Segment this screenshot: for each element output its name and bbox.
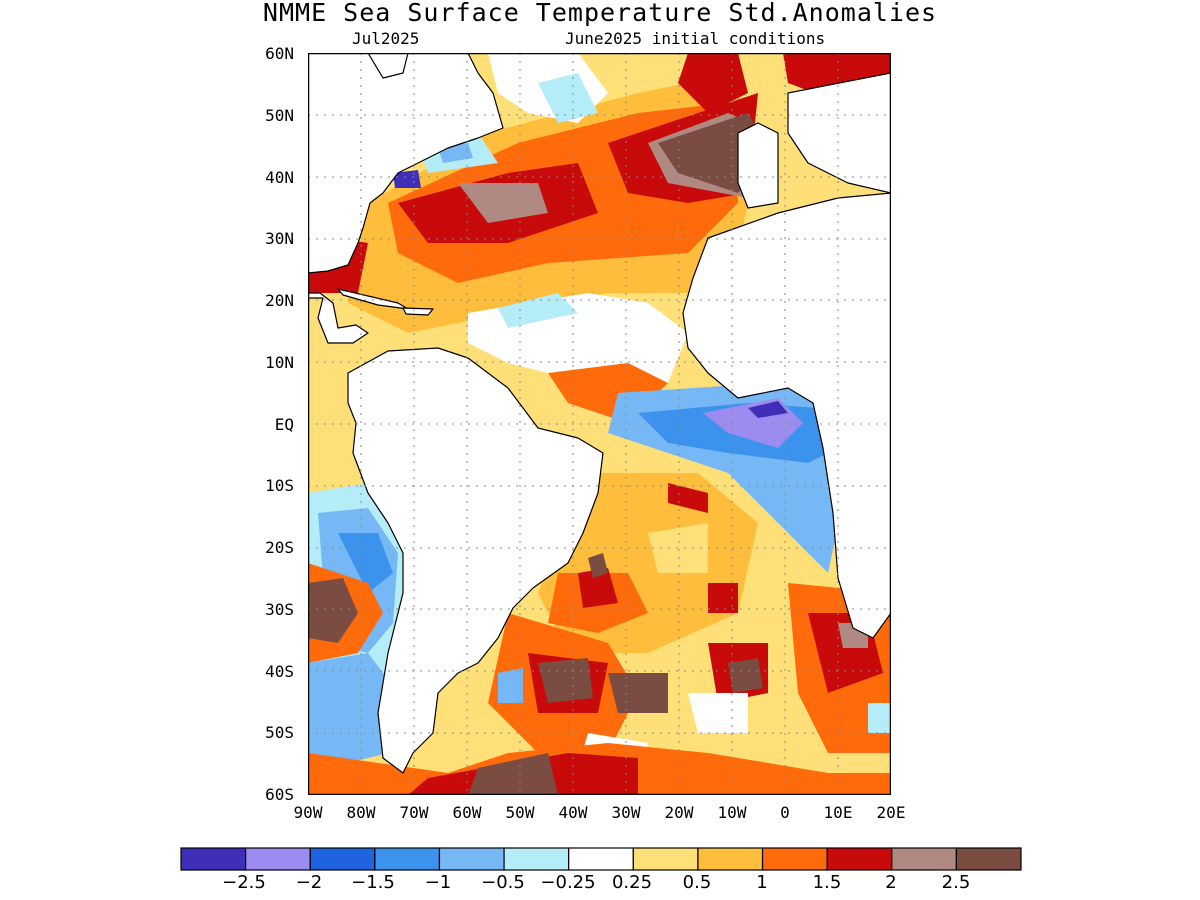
graticule xyxy=(308,53,891,795)
lon-label: 50W xyxy=(505,803,535,822)
colorbar-label: 1 xyxy=(756,872,768,893)
map-frame xyxy=(308,53,891,795)
colorbar-swatch xyxy=(245,847,311,871)
lon-label: 30W xyxy=(611,803,641,822)
colorbar-swatch xyxy=(374,847,441,871)
colorbar-swatch xyxy=(761,847,828,871)
lon-label: 10W xyxy=(717,803,747,822)
colorbar-label: −2.5 xyxy=(222,872,266,893)
colorbar-label: 2 xyxy=(885,872,897,893)
colorbar-swatch xyxy=(438,847,505,871)
lat-label: 10S xyxy=(265,476,294,495)
lat-label: 30N xyxy=(265,229,294,248)
colorbar-label: −0.5 xyxy=(481,872,525,893)
colorbar-swatch xyxy=(826,847,893,871)
europe xyxy=(787,72,891,194)
lon-label: 40W xyxy=(558,803,588,822)
south-america xyxy=(347,347,604,774)
colorbar-swatch xyxy=(503,847,570,871)
central-america xyxy=(308,292,369,344)
lat-label: 20S xyxy=(265,538,294,557)
colorbar-label: −1 xyxy=(424,872,452,893)
greenland xyxy=(367,53,409,79)
cuba xyxy=(337,288,409,310)
land-masses xyxy=(308,53,891,774)
anomaly-field xyxy=(308,53,891,795)
north-america xyxy=(308,53,504,274)
colorbar-label: −0.25 xyxy=(540,872,596,893)
colorbar-label: −1.5 xyxy=(351,872,395,893)
initial-conditions: June2025 initial conditions xyxy=(565,29,826,48)
colorbar-swatch xyxy=(309,847,376,871)
colorbar-label: 0.25 xyxy=(611,872,653,893)
forecast-month: Jul2025 xyxy=(352,29,420,48)
lon-label: 60W xyxy=(452,803,482,822)
colorbar-label: −2 xyxy=(295,872,323,893)
lon-label: 90W xyxy=(293,803,323,822)
map-title: NMME Sea Surface Temperature Std.Anomali… xyxy=(262,0,938,27)
colorbar-swatch xyxy=(955,847,1022,871)
africa xyxy=(682,192,891,639)
lat-label: 40S xyxy=(265,662,294,681)
lat-label: EQ xyxy=(274,415,294,434)
lat-label: 30S xyxy=(265,600,294,619)
colorbar-label: 1.5 xyxy=(812,872,842,893)
lon-label: 20W xyxy=(664,803,694,822)
lat-label: 50N xyxy=(265,106,294,125)
lon-label: 80W xyxy=(346,803,376,822)
colorbar-swatch xyxy=(891,847,957,871)
lat-label: 60N xyxy=(265,44,294,63)
iberia xyxy=(737,122,779,209)
lon-label: 0 xyxy=(780,803,790,822)
colorbar-label: 0.5 xyxy=(682,872,712,893)
lon-label: 20E xyxy=(876,803,906,822)
colorbar-swatch xyxy=(697,847,764,871)
sst-anomaly-map xyxy=(308,53,891,795)
hispaniola xyxy=(402,307,434,316)
lat-label: 20N xyxy=(265,291,294,310)
colorbar-swatch xyxy=(568,847,634,871)
lon-label: 10E xyxy=(823,803,853,822)
lon-label: 70W xyxy=(399,803,429,822)
colorbar-swatch xyxy=(180,847,247,871)
colorbar xyxy=(180,847,1022,871)
colorbar-swatch xyxy=(632,847,699,871)
lat-label: 10N xyxy=(265,353,294,372)
lat-label: 60S xyxy=(265,785,294,804)
colorbar-label: 2.5 xyxy=(941,872,971,893)
lat-label: 40N xyxy=(265,168,294,187)
lat-label: 50S xyxy=(265,723,294,742)
